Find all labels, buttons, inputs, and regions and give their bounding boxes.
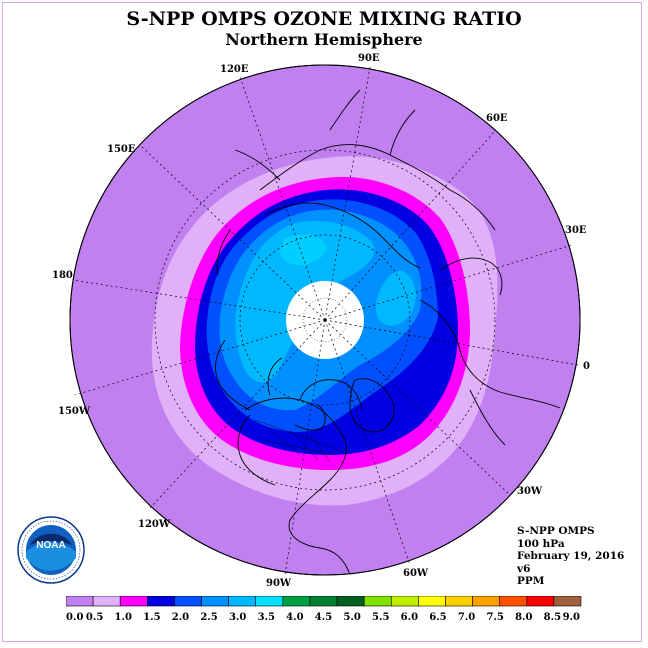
info-version: v6	[517, 562, 531, 575]
contour-patch-3.5-4.0	[280, 234, 327, 266]
colorbar-label: 5.5	[372, 612, 389, 623]
lon-label-90e: 90E	[358, 53, 380, 64]
colorbar-swatch	[363, 596, 392, 607]
colorbar-label: 1.5	[143, 612, 160, 623]
lon-label-30w: 30W	[517, 486, 543, 497]
colorbar-swatch	[201, 596, 229, 607]
colorbar-label: 3.5	[258, 612, 275, 623]
colorbar-swatch	[66, 596, 94, 607]
colorbar-label: 7.5	[486, 612, 503, 623]
colorbar-label: 5.0	[343, 612, 360, 623]
colorbar-swatch	[472, 596, 500, 607]
colorbar-label: 4.5	[315, 612, 332, 623]
colorbar-swatch	[499, 596, 528, 607]
lon-label-180: 180	[52, 270, 73, 281]
lon-label-30e: 30E	[565, 225, 587, 236]
colorbar-label: 0.0	[66, 612, 83, 623]
colorbar-label: 4.0	[286, 612, 303, 623]
info-instrument: S-NPP OMPS	[517, 525, 595, 537]
colorbar-swatch	[228, 596, 257, 607]
noaa-logo-text: NOAA	[36, 540, 65, 551]
colorbar-label: 7.0	[458, 612, 475, 623]
colorbar-label: 0.5	[86, 612, 103, 623]
lon-label-120e: 120E	[220, 64, 249, 75]
colorbar-label: 8.5	[544, 612, 561, 623]
colorbar-swatch	[282, 596, 311, 607]
coastlines	[214, 89, 561, 575]
colorbar-swatch	[309, 596, 338, 607]
colorbar-swatch	[526, 596, 555, 607]
info-units: PPM	[517, 575, 545, 587]
page-title: S-NPP OMPS OZONE MIXING RATIO	[126, 8, 522, 30]
colorbar-swatch	[553, 596, 582, 607]
colorbar-swatch	[445, 596, 473, 607]
colorbar-label: 2.5	[200, 612, 217, 623]
lon-label-120w: 120W	[138, 519, 171, 530]
colorbar-swatch	[390, 596, 419, 607]
colorbar-label: 1.0	[115, 612, 132, 623]
lon-label-150w: 150W	[58, 406, 91, 417]
colorbar-label: 2.0	[172, 612, 189, 623]
noaa-logo: NOAA	[17, 516, 85, 584]
colorbar-label: 9.0	[563, 612, 580, 623]
page-subtitle: Northern Hemisphere	[225, 30, 423, 49]
state-borders	[254, 419, 346, 463]
graticule	[72, 66, 579, 576]
longitude-labels: 90E 60E 30E 0 30W 60W 90W 120W 150W 180 …	[52, 53, 590, 589]
info-level: 100 hPa	[517, 537, 565, 550]
colorbar-swatch	[119, 596, 148, 607]
colorbar-swatch	[174, 596, 202, 607]
lon-label-0: 0	[583, 361, 590, 372]
polar-hole-inner-ring	[302, 297, 348, 343]
colorbar-swatch	[255, 596, 284, 607]
colorbar: 0.0 0.5 1.0 1.5 2.0 2.5 3.0 3.5 4.0 4.5 5.0 5.5 6.0 6…	[66, 596, 582, 623]
colorbar-swatch	[418, 596, 446, 607]
info-block: S-NPP OMPS 100 hPa February 19, 2016 v6 …	[517, 525, 624, 588]
lon-label-90w: 90W	[266, 578, 292, 589]
lon-label-60e: 60E	[486, 113, 508, 124]
map-outline	[69, 64, 581, 576]
colorbar-swatch	[92, 596, 121, 607]
contour-patch-3.0-3.5-east	[375, 270, 416, 326]
colorbar-label: 6.0	[401, 612, 418, 623]
lon-label-60w: 60W	[403, 568, 429, 579]
colorbar-swatch	[147, 596, 175, 607]
colorbar-label: 8.0	[515, 612, 532, 623]
colorbar-label: 3.0	[229, 612, 246, 623]
colorbar-label: 6.5	[429, 612, 446, 623]
info-date: February 19, 2016	[517, 550, 625, 562]
colorbar-swatch	[336, 596, 365, 607]
lon-label-150e: 150E	[107, 144, 136, 155]
